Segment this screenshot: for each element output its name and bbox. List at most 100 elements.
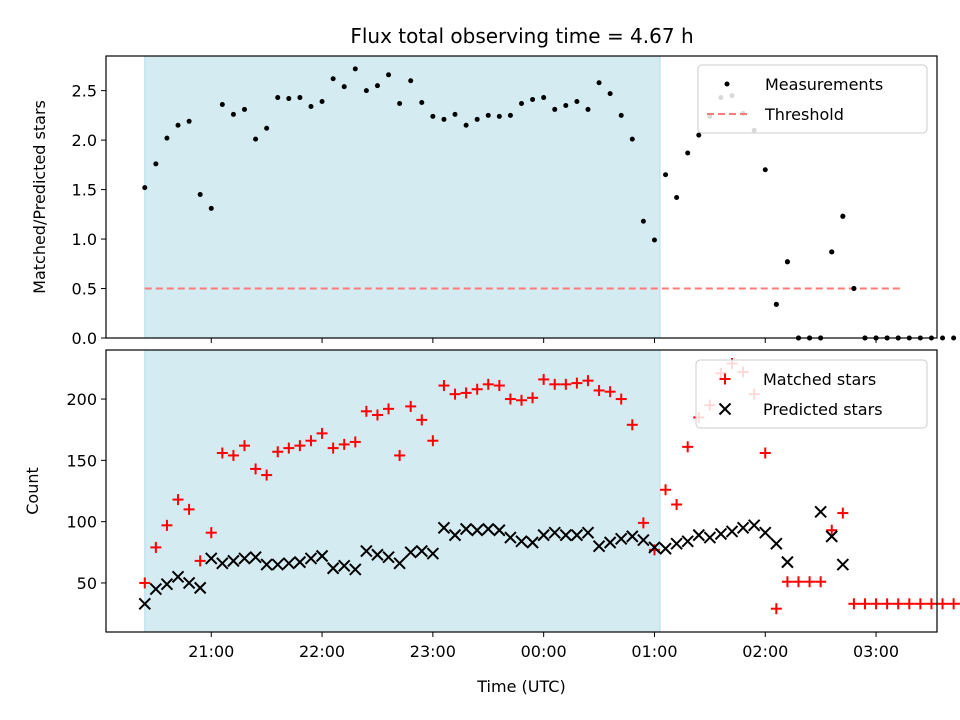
matched-star-point [493,380,505,392]
matched-star-point [637,517,649,529]
measurement-point [208,205,214,211]
matched-star-point [538,373,550,385]
matched-star-point [250,463,262,475]
measurement-point [363,88,369,94]
predicted-star-point [759,526,772,539]
predicted-star-point [216,557,229,570]
measurement-point [663,172,669,178]
matched-star-point [471,383,483,395]
predicted-star-point [227,554,240,568]
predicted-star-point [360,544,373,558]
top-ytick-label: 2.5 [72,82,97,101]
matched-star-point [826,524,838,536]
predicted-star-point [182,576,196,590]
matched-star-point [925,598,937,610]
measurement-point [674,194,680,200]
predicted-star-point [238,552,251,565]
measurement-point [319,99,325,105]
predicted-star-point [326,562,340,575]
measurement-point [164,135,170,141]
predicted-star-point [504,531,517,544]
top-shaded-span [144,55,661,339]
matched-star-point [194,555,206,567]
measurement-point [441,116,447,122]
measurement-point [530,97,536,103]
predicted-star-point [825,530,838,543]
xtick-label: 21:00 [188,642,234,661]
matched-star-point [316,427,328,439]
measurement-point [696,132,702,138]
measurement-point [585,106,591,112]
predicted-star-point [338,559,351,572]
predicted-star-point [315,549,329,563]
matched-star-point [660,484,672,496]
matched-star-point [549,378,561,390]
top-legend: Measurements Threshold [697,64,928,134]
bottom-ytick-label: 50 [77,574,97,593]
predicted-star-point [282,557,296,570]
measurement-point [607,91,613,97]
legend-predicted-label: Predicted stars [763,400,883,419]
measurement-point [519,100,524,106]
top-ytick-label: 2.0 [72,131,97,150]
measurement-point [563,102,569,108]
predicted-star-point [149,582,163,596]
measurement-point [574,99,580,105]
matched-star-point [903,598,915,610]
legend-predicted-cross [718,402,732,416]
measurement-point [286,96,292,102]
matched-star-point [460,387,472,399]
measurement-point [629,136,635,142]
predicted-star-point [626,530,639,543]
measurement-point [397,100,403,106]
top-legend-box [697,64,928,134]
measurement-point [330,76,336,82]
matched-star-point [161,519,173,531]
matched-star-point [571,377,583,389]
matched-star-point [205,527,217,539]
predicted-star-point [415,544,428,558]
top-ytick-label: 1.5 [72,181,97,200]
matched-star-point [239,440,250,452]
measurement-point [386,72,392,78]
measurement-point [452,111,458,117]
predicted-star-point [681,535,694,548]
matched-star-point [449,388,461,400]
measurement-point [851,286,857,292]
measurement-point [374,83,380,89]
matched-star-point [227,449,239,461]
top-ytick-label: 1.0 [72,230,97,249]
xtick-label: 01:00 [631,642,677,661]
xtick-label: 23:00 [410,642,456,661]
top-ytick-label: 0.0 [72,329,97,348]
matched-star-point [615,393,627,405]
predicted-star-point [747,519,761,532]
matched-star-point [427,435,439,447]
measurement-point [640,218,646,224]
bottom-ytick-label: 100 [66,513,97,532]
measurement-point [651,237,657,243]
measurement-point [940,335,946,341]
measurement-point [951,335,957,341]
predicted-star-point [382,551,395,564]
predicted-star-point [138,597,151,611]
matched-star-point [139,577,151,589]
top-y-axis-label: Matched/Predicted stars [30,100,49,294]
predicted-star-point [404,546,417,559]
legend-measurements-label: Measurements [765,75,883,94]
matched-star-point [172,494,184,506]
predicted-star-point [271,558,284,571]
matched-star-point [626,419,638,431]
predicted-star-point [814,505,827,519]
matched-star-point [815,576,827,588]
predicted-star-point [515,535,528,548]
measurement-point [496,113,502,119]
measurement-point [308,103,314,109]
predicted-star-point [426,547,440,560]
xtick-label: 03:00 [853,642,899,661]
matched-star-point [604,386,616,398]
top-ytick-label: 0.5 [72,280,97,299]
legend-matched-label: Matched stars [763,370,876,389]
predicted-star-point [437,521,451,534]
predicted-star-point [559,528,573,542]
